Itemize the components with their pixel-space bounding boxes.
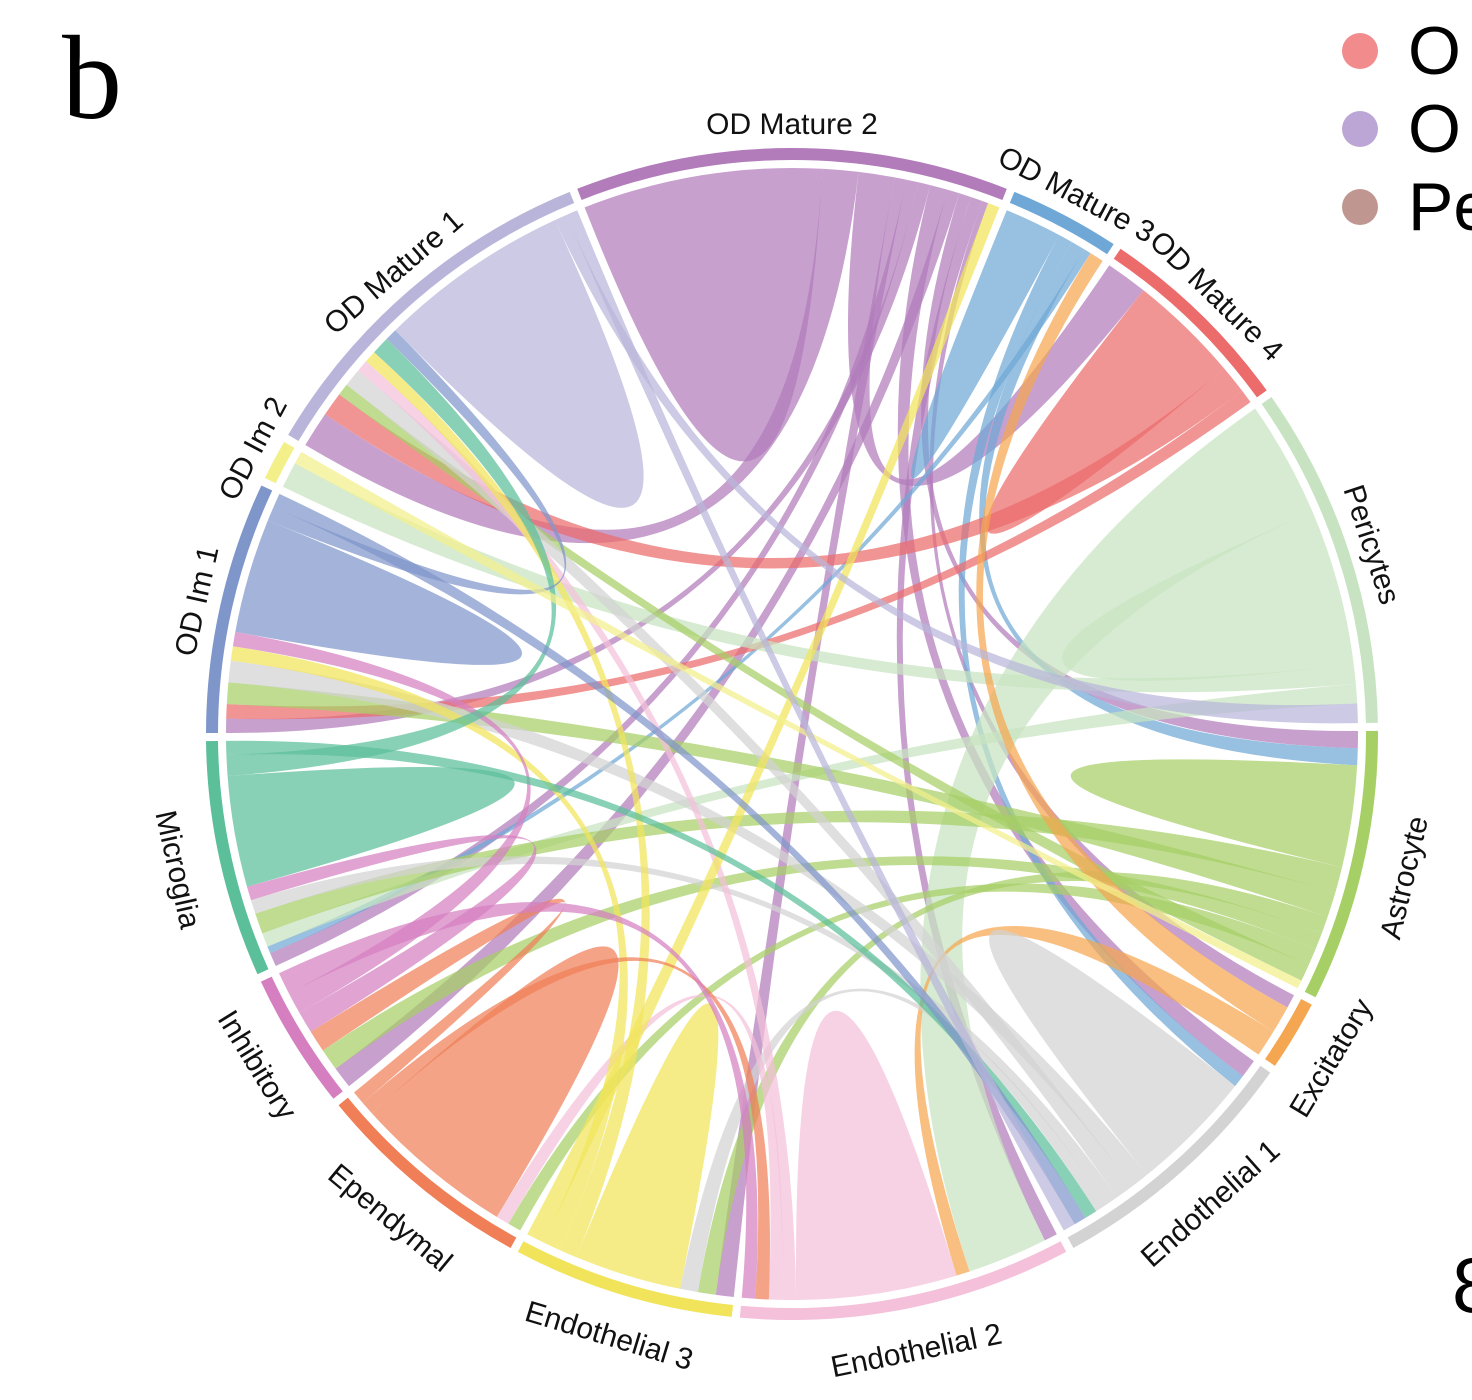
segment-label: OD Mature 2 <box>706 108 878 141</box>
panel-label: b <box>62 11 122 144</box>
legend-label: O <box>1408 91 1461 167</box>
segment-label: Ependymal <box>322 1158 459 1279</box>
segment-arc <box>206 485 273 734</box>
legend-label: Pe <box>1408 169 1472 245</box>
legend-item: O <box>1342 12 1472 90</box>
segment-arc <box>1261 397 1378 724</box>
chord-ribbon <box>371 946 619 1217</box>
segment-arc <box>1009 191 1114 255</box>
chord-ribbon <box>584 167 823 462</box>
chord-ribbon <box>914 925 1274 1276</box>
chord-ribbon <box>235 520 523 665</box>
segment-arc <box>1304 730 1378 998</box>
legend-item: Pe <box>1342 168 1472 246</box>
segment-arc <box>1067 1065 1271 1248</box>
segment-label: Endothelial 2 <box>828 1318 1005 1385</box>
chord-ribbon <box>267 330 567 595</box>
chord-ribbon <box>395 220 644 508</box>
ribbons <box>226 167 1359 1301</box>
legend-item: O <box>1342 90 1472 168</box>
chord-ribbon <box>1062 511 1354 681</box>
chord-ribbon <box>527 203 1000 1243</box>
legend-dot <box>1342 33 1378 69</box>
chord-ribbon <box>985 290 1225 534</box>
segment-arc <box>1265 999 1312 1066</box>
chord-ribbon <box>227 766 515 887</box>
segment-arc <box>260 976 343 1099</box>
chord-ribbon <box>911 210 1060 479</box>
chord-ribbon <box>1070 759 1358 868</box>
chord-ribbon <box>226 682 1336 917</box>
legend-dot <box>1342 111 1378 147</box>
chord-ribbon <box>325 368 1243 569</box>
segment-arc <box>338 1097 517 1249</box>
segment-arc <box>577 148 1007 200</box>
chord-ribbon <box>576 1003 719 1289</box>
segment-arc <box>517 1241 733 1317</box>
chord-ribbon <box>920 408 1313 1272</box>
segment-arcs <box>206 148 1378 1320</box>
segment-label: Endothelial 3 <box>521 1295 697 1377</box>
chord-ribbon <box>496 994 783 1300</box>
segment-label: Pericytes <box>1336 481 1406 609</box>
chord-ribbon <box>294 451 1302 989</box>
segment-arc <box>1113 248 1267 398</box>
legend: O O Pe <box>1342 12 1472 246</box>
segment-arc <box>264 441 295 484</box>
chord-ribbon <box>226 338 557 776</box>
segment-label: Astrocyte <box>1374 813 1435 942</box>
chord-ribbon <box>226 390 1251 720</box>
legend-dot <box>1342 189 1378 225</box>
chord-ribbon <box>989 929 1236 1175</box>
segment-arc <box>288 191 575 441</box>
segment-arc <box>206 741 269 975</box>
chord-ribbon <box>339 384 1309 981</box>
legend-label: O <box>1408 13 1461 89</box>
chord-ribbon <box>310 898 566 1103</box>
chord-ribbon <box>795 1010 957 1300</box>
segment-arc <box>739 1241 1067 1320</box>
segment-label: Microglia <box>148 807 206 932</box>
chord-ribbon <box>566 210 1075 1231</box>
clipped-text: 8 <box>1452 1240 1472 1331</box>
